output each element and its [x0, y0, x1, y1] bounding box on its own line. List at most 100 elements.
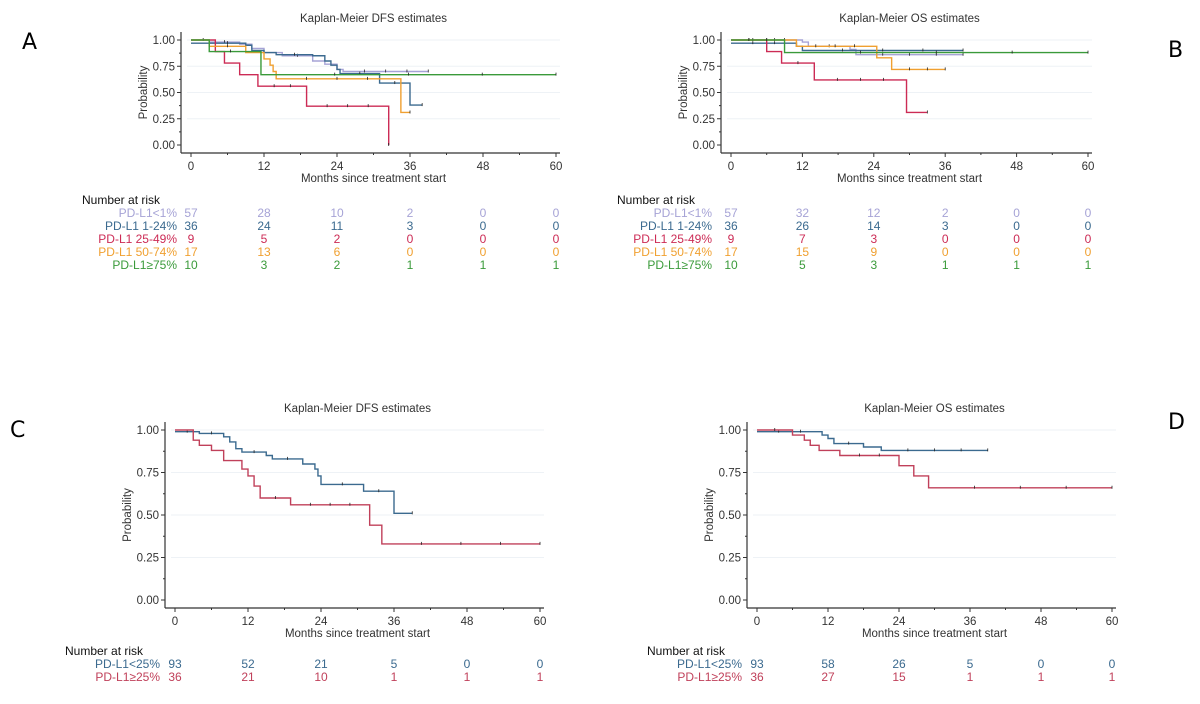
risk-count: 93: [168, 657, 182, 671]
km-curve-a-0: [191, 39, 429, 73]
risk-count: 10: [330, 206, 344, 220]
risk-row-label: PD-L1≥25%: [677, 670, 742, 684]
risk-row: PD-L1≥25% 36 27 15 1 1 1: [0, 671, 1200, 684]
risk-row: PD-L1<25% 93 58 26 5 0 0: [0, 658, 1200, 671]
risk-row: PD-L1 25-49% 9 7 3 0 0 0: [0, 233, 1200, 246]
risk-row: PD-L1 1-24% 36 26 14 3 0 0: [0, 220, 1200, 233]
risk-count: 26: [795, 219, 810, 233]
y-tick-label: 1.00: [719, 425, 741, 437]
risk-table-d: Number at risk PD-L1<25% 93 58 26 5 0 0 PD-L1≥25…: [0, 645, 1200, 684]
risk-count: 21: [314, 657, 328, 671]
risk-count: 2: [333, 258, 341, 272]
risk-count: 1: [1084, 258, 1092, 272]
risk-row-label: PD-L1 50-74%: [98, 245, 177, 259]
x-tick-label: 0: [728, 161, 734, 173]
risk-count: 0: [1013, 232, 1020, 246]
risk-count: 3: [260, 258, 268, 272]
chart-title: Kaplan-Meier OS estimates: [839, 13, 980, 25]
y-axis-label: Probability: [678, 65, 690, 119]
risk-count: 0: [552, 219, 560, 233]
panel-label-b: B: [1168, 38, 1184, 63]
y-tick-label: 1.00: [693, 35, 715, 47]
y-tick-label: 0.00: [153, 140, 175, 152]
risk-count: 0: [1013, 219, 1020, 233]
x-tick-label: 36: [939, 161, 952, 173]
risk-row: PD-L1 50-74% 17 15 9 0 0 0: [0, 246, 1200, 259]
risk-row: PD-L1 50-74% 17 13 6 0 0 0: [0, 246, 1200, 259]
y-tick-label: 0.25: [719, 553, 741, 565]
y-tick-label: 0.75: [719, 468, 741, 480]
risk-count: 0: [1084, 219, 1092, 233]
km-chart-a: 0.00 0.25 0.50 0.75 1.00 0 12 24 36 48 60 Kaplan-Me…: [138, 13, 562, 185]
y-tick-label: 0.25: [153, 114, 175, 126]
x-tick-label: 24: [893, 616, 906, 628]
risk-count: 13: [257, 245, 271, 259]
y-tick-label: 0.50: [693, 88, 715, 100]
risk-count: 1: [552, 258, 560, 272]
risk-count: 9: [727, 232, 735, 246]
risk-count: 10: [184, 258, 198, 272]
km-chart-c: 0.00 0.25 0.50 0.75 1.00 0 12 24 36 48 60 Kaplan-Me…: [122, 403, 546, 640]
risk-row: PD-L1≥75% 10 5 3 1 1 1: [0, 259, 1200, 272]
km-chart-b: 0.00 0.25 0.50 0.75 1.00 0 12 24 36 48 60 Kaplan-Me…: [678, 13, 1094, 185]
risk-count: 0: [1084, 206, 1092, 220]
risk-count: 5: [966, 657, 974, 671]
risk-row: PD-L1 25-49% 9 5 2 0 0 0: [0, 233, 1200, 246]
x-tick-label: 60: [1082, 161, 1095, 173]
x-tick-label: 24: [315, 616, 328, 628]
risk-count: 1: [1037, 670, 1045, 684]
risk-row-label: PD-L1<1%: [118, 206, 177, 220]
x-axis-label: Months since treatment start: [837, 173, 983, 185]
y-tick-label: 0.00: [693, 140, 715, 152]
risk-count: 15: [795, 245, 810, 259]
y-tick-label: 0.25: [693, 114, 715, 126]
x-tick-label: 12: [242, 616, 255, 628]
risk-count: 11: [330, 219, 344, 233]
risk-table-header: Number at risk: [65, 644, 144, 658]
risk-count: 9: [187, 232, 195, 246]
risk-count: 0: [406, 232, 414, 246]
risk-count: 17: [184, 245, 198, 259]
y-tick-label: 0.75: [137, 468, 159, 480]
x-tick-label: 12: [258, 161, 271, 173]
chart-title: Kaplan-Meier DFS estimates: [284, 403, 431, 415]
x-tick-label: 0: [172, 616, 178, 628]
panel-label-d: D: [1168, 410, 1185, 435]
risk-count: 0: [479, 245, 487, 259]
risk-count: 24: [257, 219, 271, 233]
x-tick-label: 60: [1106, 616, 1119, 628]
risk-count: 0: [536, 657, 544, 671]
risk-count: 1: [479, 258, 487, 272]
risk-count: 0: [479, 206, 487, 220]
risk-count: 0: [479, 219, 487, 233]
risk-count: 0: [1037, 657, 1045, 671]
risk-count: 3: [870, 258, 878, 272]
risk-count: 0: [941, 245, 949, 259]
y-axis-label: Probability: [138, 65, 150, 119]
risk-count: 28: [257, 206, 271, 220]
risk-count: 1: [463, 670, 471, 684]
risk-count: 15: [892, 670, 906, 684]
risk-count: 26: [892, 657, 906, 671]
risk-count: 6: [333, 245, 341, 259]
y-axis-label: Probability: [704, 488, 716, 542]
km-curve-d-1: [757, 429, 1112, 489]
y-tick-label: 0.50: [153, 88, 175, 100]
x-tick-label: 36: [404, 161, 417, 173]
x-tick-label: 60: [534, 616, 547, 628]
x-axis-label: Months since treatment start: [301, 173, 447, 185]
km-curve-a-4: [191, 39, 556, 76]
x-tick-label: 48: [1010, 161, 1023, 173]
risk-count: 0: [552, 245, 560, 259]
risk-count: 2: [406, 206, 414, 220]
risk-count: 1: [1013, 258, 1020, 272]
x-tick-label: 48: [1035, 616, 1048, 628]
risk-count: 1: [941, 258, 949, 272]
risk-count: 58: [821, 657, 835, 671]
risk-count: 1: [390, 670, 398, 684]
x-tick-label: 12: [796, 161, 809, 173]
x-tick-label: 36: [388, 616, 401, 628]
risk-table-a: Number at risk PD-L1<1% 57 28 10 2 0 0 PD-L1 1-2…: [0, 194, 1200, 272]
risk-table-header: Number at risk: [617, 193, 696, 207]
